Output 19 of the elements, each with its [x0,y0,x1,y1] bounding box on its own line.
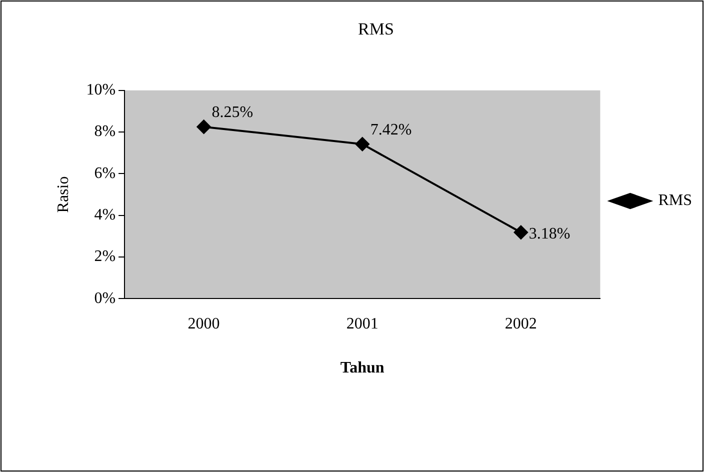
y-tick-label: 6% [94,164,116,182]
point [514,225,528,240]
data-label: 3.18% [528,226,570,243]
chart-title: RMS [358,20,394,39]
y-tick-label: 0% [94,290,116,307]
x-tick-label: 2000 [188,315,220,332]
point [355,137,370,152]
x-axis-title: Tahun [340,360,384,377]
y-tick-label: 2% [94,248,116,266]
data-label: 7.42% [370,121,412,138]
y-tick-label: 10% [86,82,116,99]
y-axis-title: Rasio [54,176,72,213]
x-tick-label: 2001 [346,315,378,332]
point [196,120,211,134]
legend-label: RMS [658,192,692,210]
data-label: 8.25% [212,104,254,122]
y-tick-label: 8% [94,123,116,140]
x-tick-label: 2002 [504,315,537,332]
y-tick-label: 4% [94,206,116,224]
